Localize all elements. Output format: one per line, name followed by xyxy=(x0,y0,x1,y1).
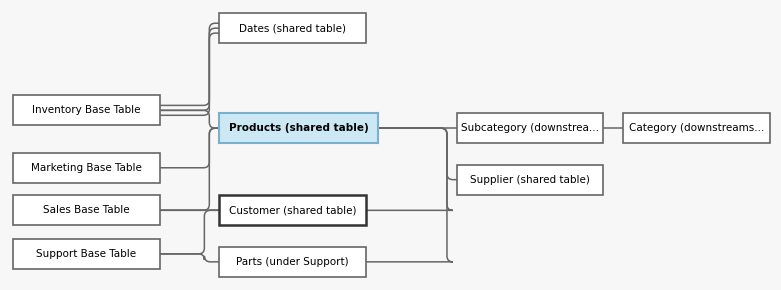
FancyBboxPatch shape xyxy=(219,113,378,143)
FancyBboxPatch shape xyxy=(623,113,770,143)
Text: Sales Base Table: Sales Base Table xyxy=(43,205,130,215)
Text: Support Base Table: Support Base Table xyxy=(37,249,137,259)
FancyBboxPatch shape xyxy=(219,13,366,43)
FancyBboxPatch shape xyxy=(13,95,160,125)
Text: Customer (shared table): Customer (shared table) xyxy=(229,205,356,215)
FancyBboxPatch shape xyxy=(457,113,604,143)
Text: Dates (shared table): Dates (shared table) xyxy=(239,23,346,33)
FancyBboxPatch shape xyxy=(219,247,366,277)
Text: Marketing Base Table: Marketing Base Table xyxy=(31,163,142,173)
Text: Subcategory (downstrea...: Subcategory (downstrea... xyxy=(461,123,599,133)
Text: Products (shared table): Products (shared table) xyxy=(229,123,369,133)
FancyBboxPatch shape xyxy=(457,165,604,195)
FancyBboxPatch shape xyxy=(13,153,160,183)
Text: Parts (under Support): Parts (under Support) xyxy=(236,257,349,267)
FancyBboxPatch shape xyxy=(219,195,366,225)
Text: Category (downstreams...: Category (downstreams... xyxy=(629,123,764,133)
Text: Supplier (shared table): Supplier (shared table) xyxy=(470,175,590,185)
FancyBboxPatch shape xyxy=(13,195,160,225)
FancyBboxPatch shape xyxy=(13,239,160,269)
Text: Inventory Base Table: Inventory Base Table xyxy=(32,105,141,115)
